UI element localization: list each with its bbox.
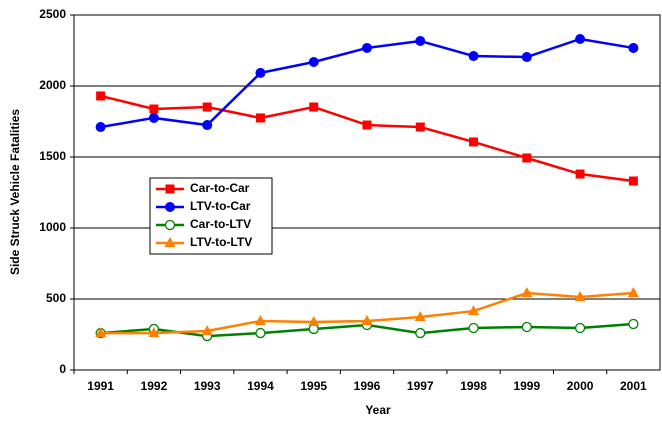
marker xyxy=(415,122,425,132)
marker xyxy=(95,327,107,338)
marker xyxy=(361,315,373,326)
marker xyxy=(415,35,426,46)
x-tick-label: 1997 xyxy=(407,379,434,393)
marker xyxy=(575,169,585,179)
marker xyxy=(522,153,532,163)
marker xyxy=(255,113,265,123)
marker xyxy=(469,137,479,147)
marker xyxy=(468,322,479,334)
marker xyxy=(414,311,426,322)
marker xyxy=(575,33,586,44)
marker xyxy=(148,327,160,338)
y-tick-label: 2000 xyxy=(39,78,66,92)
x-tick-label: 1994 xyxy=(247,379,274,393)
marker xyxy=(308,57,319,68)
legend-label: LTV-to-LTV xyxy=(190,235,252,249)
marker xyxy=(415,327,426,339)
marker xyxy=(574,291,586,302)
x-tick-label: 1992 xyxy=(141,379,168,393)
marker xyxy=(628,176,638,186)
plot-frame xyxy=(73,14,661,371)
marker xyxy=(255,67,266,78)
marker xyxy=(165,202,175,212)
x-tick-label: 1991 xyxy=(87,379,114,393)
marker xyxy=(521,321,532,333)
marker xyxy=(255,327,266,339)
marker xyxy=(521,52,532,63)
marker xyxy=(95,122,106,133)
marker xyxy=(628,318,639,330)
legend-label: Car-to-LTV xyxy=(190,217,251,231)
marker xyxy=(362,120,372,130)
x-tick-label: 1998 xyxy=(460,379,487,393)
legend-label: LTV-to-Car xyxy=(190,199,251,213)
x-axis-label: Year xyxy=(365,403,391,417)
marker xyxy=(308,316,320,327)
marker xyxy=(202,120,213,131)
marker xyxy=(468,51,479,62)
x-tick-label: 1995 xyxy=(300,379,327,393)
series-line xyxy=(100,94,634,183)
y-tick-label: 1500 xyxy=(39,149,66,163)
marker xyxy=(201,324,213,335)
x-tick-label: 2000 xyxy=(567,379,594,393)
marker xyxy=(254,315,266,326)
marker xyxy=(164,219,176,231)
y-tick-label: 500 xyxy=(46,291,66,305)
marker xyxy=(165,184,175,194)
marker xyxy=(149,104,159,114)
x-tick-label: 2001 xyxy=(620,379,647,393)
marker xyxy=(96,91,106,101)
marker xyxy=(309,102,319,112)
marker xyxy=(521,287,533,298)
marker xyxy=(627,287,639,298)
marker xyxy=(202,102,212,112)
y-axis-label: Side Struck Vehicle Fatalities xyxy=(8,109,22,275)
marker xyxy=(164,237,176,247)
y-tick-label: 1000 xyxy=(39,220,66,234)
y-tick-label: 0 xyxy=(59,362,66,376)
marker xyxy=(574,322,586,334)
y-tick-label: 2500 xyxy=(39,7,66,21)
legend-label: Car-to-Car xyxy=(190,181,250,195)
marker xyxy=(362,42,372,53)
marker xyxy=(628,42,639,53)
marker xyxy=(148,112,159,123)
x-tick-label: 1993 xyxy=(194,379,221,393)
marker xyxy=(468,305,480,316)
x-tick-label: 1999 xyxy=(513,379,540,393)
x-tick-label: 1996 xyxy=(354,379,381,393)
